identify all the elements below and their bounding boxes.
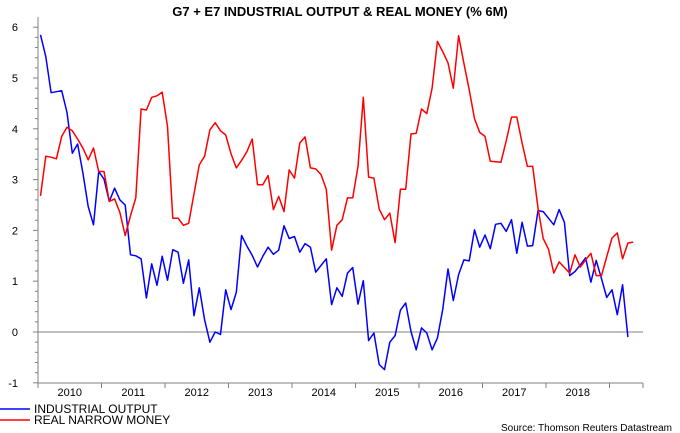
x-tick-label: 2012 bbox=[185, 387, 209, 399]
x-tick-label: 2011 bbox=[121, 387, 145, 399]
axes: -1 0 1 2 3 4 5 6 2010 2011 2012 2013 2014 2015 2016 201… bbox=[8, 17, 644, 399]
series-group bbox=[39, 34, 634, 371]
source-note: Source: Thomson Reuters Datastream bbox=[501, 423, 672, 433]
y-tick-label: 0 bbox=[12, 327, 18, 339]
x-tick-label: 2017 bbox=[502, 387, 526, 399]
y-tick-label: 5 bbox=[12, 73, 18, 85]
x-tick-label: 2013 bbox=[248, 387, 272, 399]
series-line-real-narrow-money bbox=[39, 35, 634, 277]
x-tick-label: 2010 bbox=[58, 387, 82, 399]
y-tick-label: -1 bbox=[8, 378, 18, 390]
x-tick-label: 2014 bbox=[312, 387, 336, 399]
legend: INDUSTRIAL OUTPUT REAL NARROW MONEY bbox=[0, 402, 170, 427]
x-tick-label: 2015 bbox=[375, 387, 399, 399]
x-tick-label: 2018 bbox=[566, 387, 590, 399]
y-tick-label: 4 bbox=[12, 124, 18, 136]
y-tick-label: 2 bbox=[12, 225, 18, 237]
x-tick-label: 2016 bbox=[439, 387, 463, 399]
y-tick-label: 6 bbox=[12, 22, 18, 34]
chart-title: G7 + E7 INDUSTRIAL OUTPUT & REAL MONEY (… bbox=[172, 4, 508, 19]
y-tick-label: 1 bbox=[12, 276, 18, 288]
legend-label-industrial-output: INDUSTRIAL OUTPUT bbox=[34, 402, 158, 416]
y-tick-label: 3 bbox=[12, 175, 18, 187]
series-line-industrial-output bbox=[39, 34, 629, 371]
legend-label-real-narrow-money: REAL NARROW MONEY bbox=[34, 413, 170, 427]
